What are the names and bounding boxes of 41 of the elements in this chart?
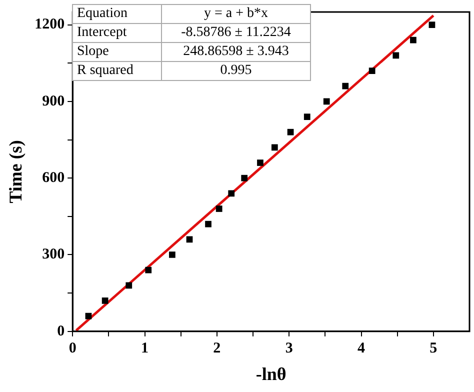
x-tick-label: 1 bbox=[141, 340, 149, 356]
point bbox=[342, 82, 349, 90]
point bbox=[241, 174, 248, 182]
point bbox=[145, 266, 152, 274]
annotation: y = a + b*x bbox=[162, 4, 310, 24]
point bbox=[85, 312, 92, 320]
annotation: 248.86598 ± 3.943 bbox=[162, 42, 310, 62]
y-tick-label: 0 bbox=[57, 323, 65, 340]
x-tick-label: 3 bbox=[285, 340, 293, 356]
point bbox=[228, 190, 235, 197]
y-tick-label: 300 bbox=[42, 246, 65, 263]
x-tick-label: 5 bbox=[430, 340, 438, 356]
point bbox=[205, 220, 212, 228]
point bbox=[323, 98, 330, 105]
point bbox=[428, 22, 436, 28]
point bbox=[102, 298, 108, 304]
y-tick-label: 600 bbox=[42, 170, 65, 186]
annotation: Equation bbox=[72, 4, 162, 24]
y-axis-title: Time (s) bbox=[5, 140, 26, 204]
x-tick-label: 4 bbox=[358, 340, 366, 356]
annotation: -8.58786 ± 11.2234 bbox=[162, 24, 310, 42]
point bbox=[257, 160, 264, 166]
point bbox=[216, 206, 222, 212]
y-tick-label: 900 bbox=[42, 93, 65, 110]
y-tick-label: 1200 bbox=[34, 16, 65, 33]
point bbox=[392, 52, 400, 59]
annotation: 0.995 bbox=[162, 62, 310, 80]
x-tick-label: 0 bbox=[68, 340, 76, 356]
point bbox=[304, 114, 310, 120]
x-axis-title: -lnθ bbox=[256, 364, 286, 384]
annotation: Slope bbox=[72, 42, 162, 62]
point bbox=[126, 282, 132, 289]
point bbox=[368, 68, 376, 74]
annotation: R squared bbox=[72, 62, 162, 80]
point bbox=[271, 144, 278, 151]
point bbox=[169, 252, 176, 258]
annotation: Intercept bbox=[72, 24, 162, 42]
point bbox=[186, 236, 193, 243]
point bbox=[287, 128, 294, 136]
x-tick-label: 2 bbox=[213, 340, 221, 356]
point bbox=[410, 36, 416, 44]
